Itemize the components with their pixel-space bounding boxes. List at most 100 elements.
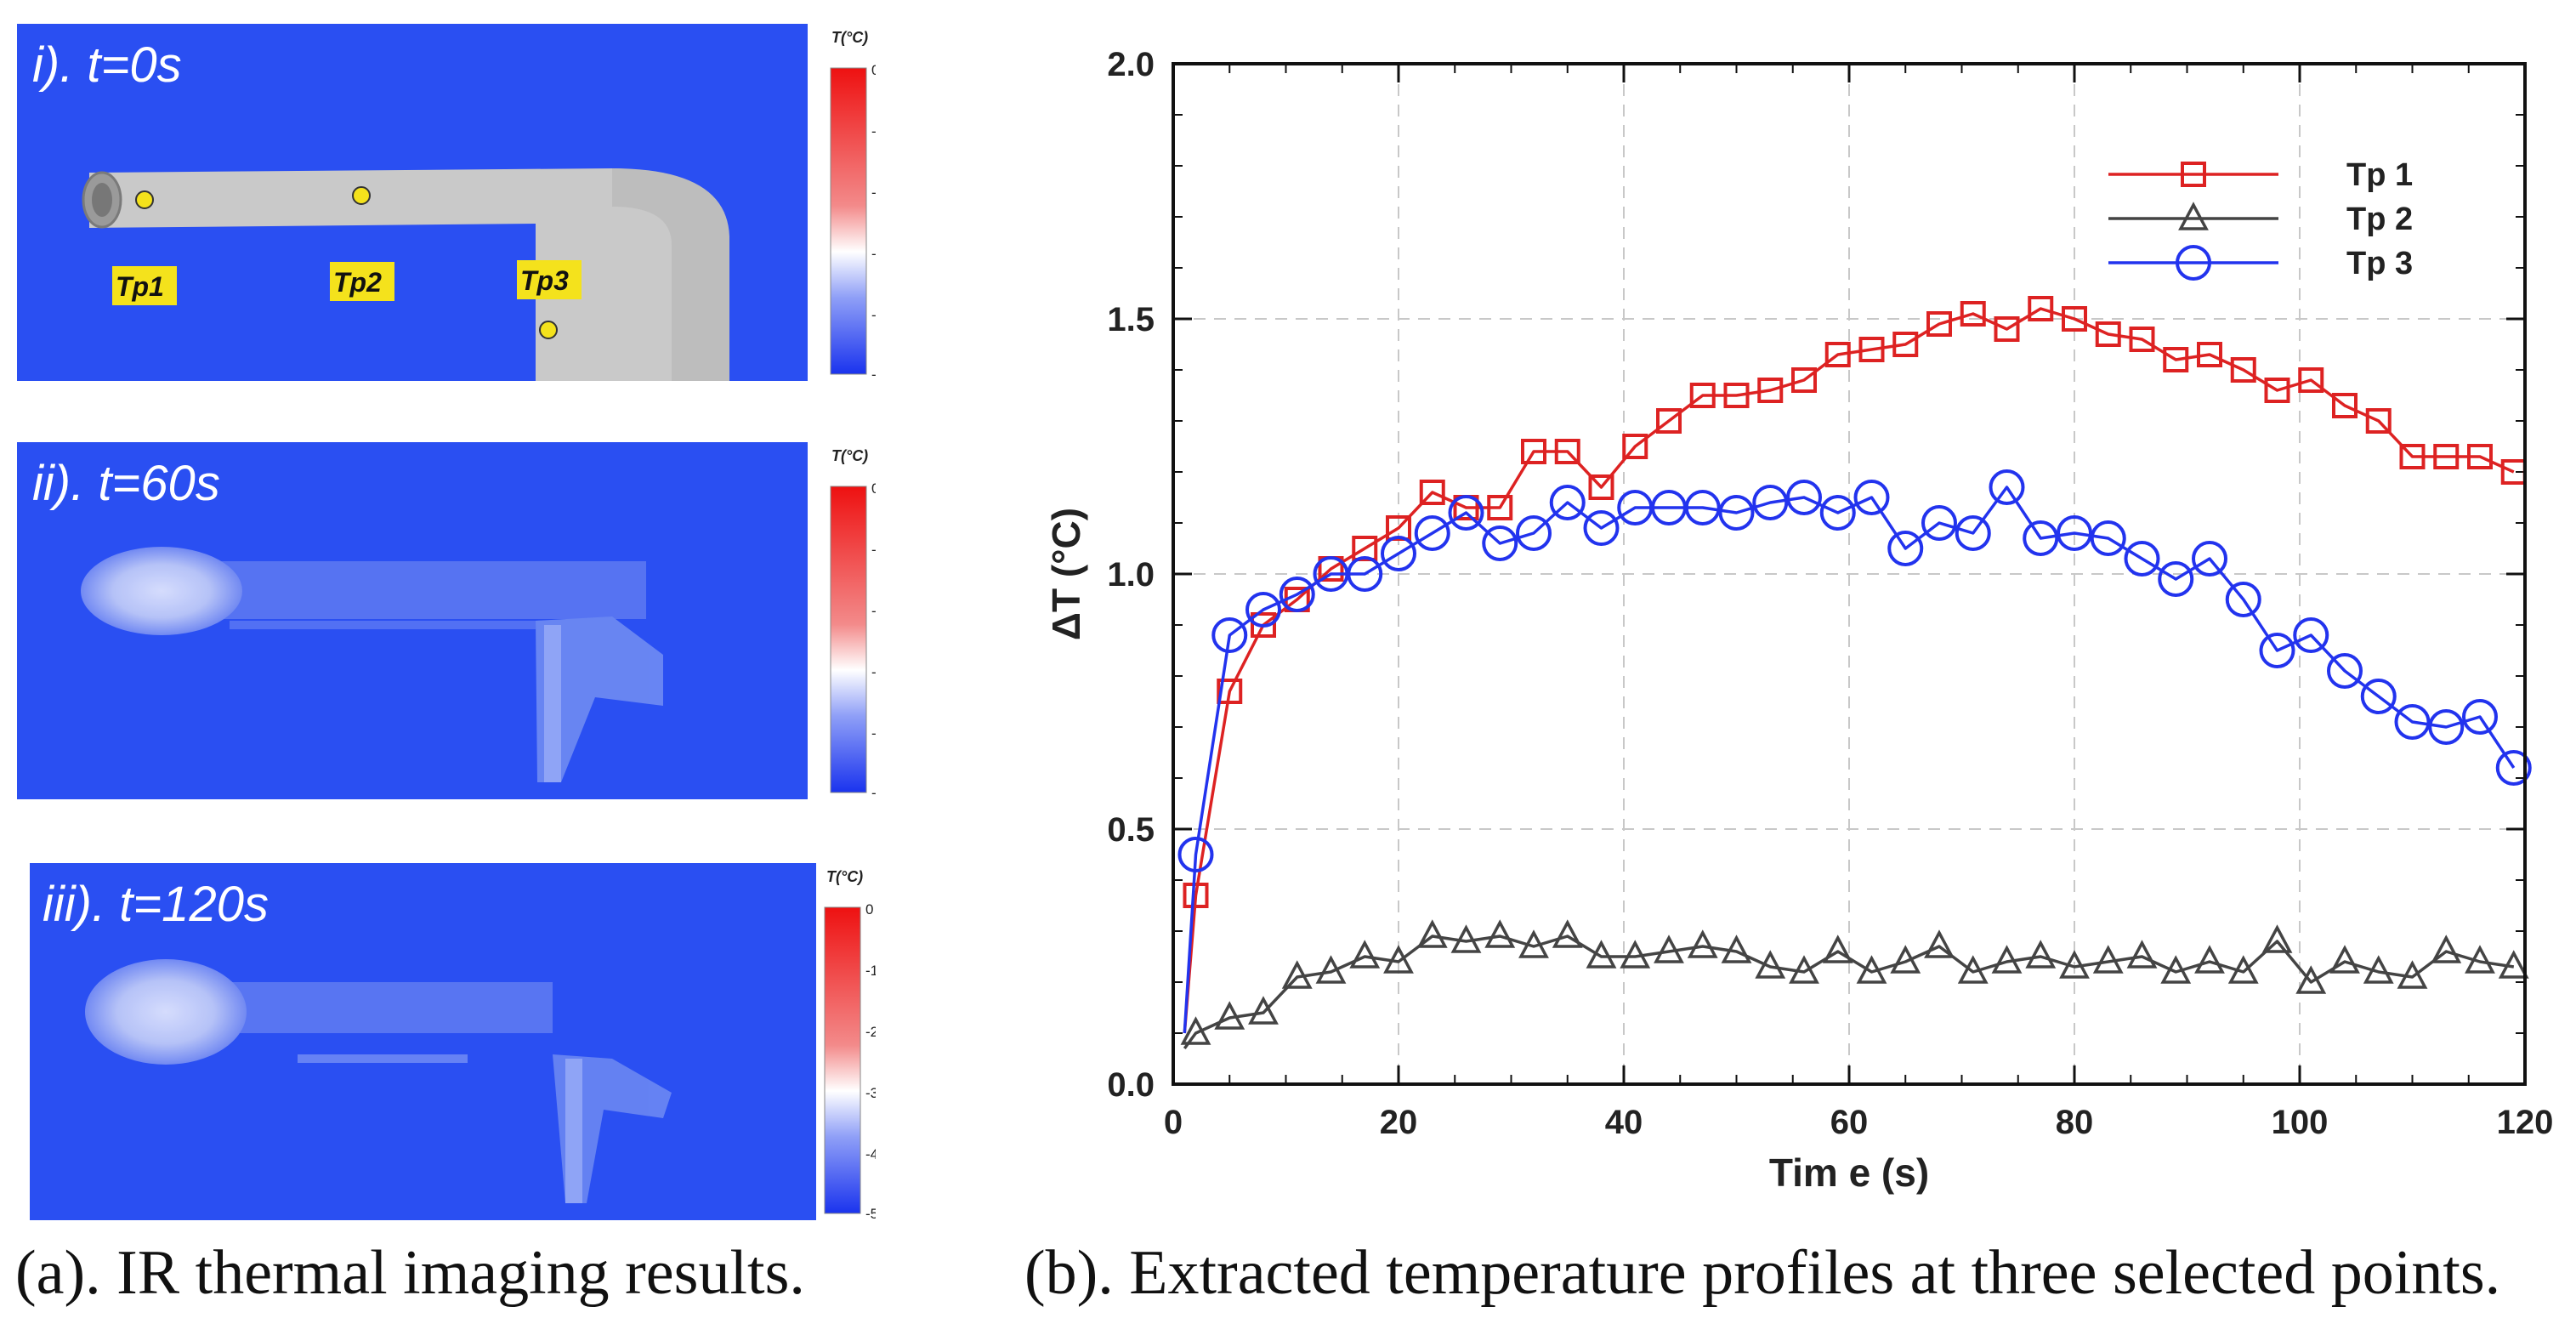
tp2-label: Tp2 — [333, 267, 382, 298]
data-point — [1180, 1016, 1211, 1045]
data-point — [1211, 617, 1248, 653]
legend-marker — [2176, 245, 2211, 281]
legend-marker — [2178, 202, 2209, 230]
data-point — [2197, 342, 2222, 367]
y-axis-label: ΔT (°C) — [1044, 508, 1088, 640]
data-point — [2264, 378, 2290, 403]
data-point — [1791, 367, 1817, 393]
data-point — [1991, 945, 2023, 974]
point-tp1-marker — [135, 190, 154, 209]
y-tick-label: 0.5 — [1107, 811, 1155, 849]
data-point — [2095, 321, 2121, 347]
data-point — [1989, 469, 2025, 505]
ir-image-1: Tp1 Tp2 Tp3 i). t=0s T(°C) 0 -1 -2 -3 -4… — [17, 24, 876, 381]
data-point — [1487, 495, 1513, 520]
data-point — [1554, 439, 1580, 464]
data-point — [2363, 955, 2394, 984]
data-point — [2295, 965, 2327, 994]
thermal-signature — [85, 959, 672, 1203]
temperature-profile-chart: 0 20 40 60 80 100 120 0.0 0.5 1.0 1.5 2.0 Tim e (s)… — [1044, 46, 2554, 1195]
y-tick-label: 0.0 — [1107, 1066, 1155, 1104]
data-point — [1586, 940, 1617, 969]
x-tick-label: 40 — [1605, 1104, 1643, 1141]
thermal-signature — [81, 547, 663, 782]
data-point — [1858, 337, 1885, 362]
data-point — [1687, 929, 1718, 958]
data-point — [1383, 945, 1414, 974]
ir-panel-1: Tp1 Tp2 Tp3 i). t=0s T(°C) 0 -1 -2 -3 -4… — [17, 24, 876, 381]
data-point — [2433, 444, 2460, 469]
caption-a: (a). IR thermal imaging results. — [15, 1238, 805, 1308]
data-point — [1448, 495, 1484, 531]
colorbar-2: T(°C) 0 -1 -2 -3 -4 -5 — [830, 447, 876, 799]
data-point — [1924, 929, 1955, 958]
data-point — [2023, 520, 2059, 556]
tp3-tag — [517, 260, 582, 299]
data-point — [2495, 750, 2532, 786]
data-point — [2057, 515, 2092, 551]
tp3-label: Tp3 — [520, 265, 569, 296]
x-axis-label: Tim e (s) — [1769, 1150, 1929, 1195]
data-point — [2028, 296, 2054, 321]
data-point — [1588, 474, 1614, 500]
data-point — [1279, 577, 1315, 612]
data-point — [2327, 653, 2363, 689]
data-point — [1549, 485, 1586, 520]
ir-image-3: iii). t=120s T(°C) 0 -1 -2 -3 -4 -5 — [30, 863, 876, 1220]
data-point — [1960, 301, 1986, 327]
legend-label: Tp 1 — [2346, 157, 2413, 193]
point-tp2-marker — [352, 186, 371, 205]
data-point — [1926, 311, 1952, 337]
x-tick-label: 120 — [2497, 1104, 2554, 1141]
colorbar-tick: -1 — [871, 542, 876, 558]
data-point — [1786, 480, 1822, 515]
pipe-geometry — [82, 168, 729, 381]
colorbar-tick: -3 — [871, 246, 876, 262]
data-point — [1654, 935, 1684, 963]
colorbar-3: T(°C) 0 -1 -2 -3 -4 -5 — [824, 868, 876, 1220]
data-point — [2225, 582, 2261, 617]
data-point — [1281, 960, 1313, 989]
point-tp3-marker — [539, 321, 558, 339]
colorbar-tick: -4 — [871, 725, 876, 741]
data-point — [1484, 919, 1516, 948]
data-point — [1757, 378, 1784, 403]
data-point — [1183, 883, 1209, 908]
ir-panel-3: iii). t=120s T(°C) 0 -1 -2 -3 -4 -5 — [17, 863, 876, 1220]
data-point — [1957, 955, 1989, 984]
x-tick-label: 100 — [2272, 1104, 2329, 1141]
data-point — [2090, 520, 2126, 556]
legend-label: Tp 2 — [2346, 202, 2413, 237]
data-point — [2062, 306, 2087, 332]
data-point — [1789, 955, 1819, 984]
data-point — [2124, 541, 2160, 577]
data-point — [2431, 935, 2462, 963]
data-point — [2293, 617, 2329, 653]
data-point — [1414, 515, 1450, 551]
data-point — [1251, 612, 1276, 638]
data-point — [2025, 940, 2057, 969]
legend-marker — [2181, 162, 2206, 187]
data-point — [2160, 955, 2192, 984]
colorbar-tick: -2 — [865, 1024, 876, 1040]
colorbar-title: T(°C) — [831, 447, 868, 464]
colorbar-tick: 0 — [871, 62, 876, 78]
ir-panel-3-label: iii). t=120s — [43, 877, 269, 932]
data-point — [1583, 510, 1620, 546]
series-group — [1177, 296, 2532, 1050]
data-point — [1381, 536, 1416, 571]
data-point — [2397, 960, 2428, 989]
data-point — [1416, 919, 1448, 948]
data-point — [2163, 347, 2189, 372]
data-point — [1721, 935, 1752, 963]
data-point — [2428, 709, 2465, 745]
colorbar-tick: -5 — [871, 785, 876, 799]
series-tp1 — [1183, 296, 2527, 1034]
data-point — [1656, 408, 1682, 434]
data-point — [2192, 541, 2227, 577]
x-tick-label: 80 — [2056, 1104, 2094, 1141]
colorbar-tick: 0 — [865, 901, 873, 917]
data-point — [1723, 383, 1750, 408]
data-point — [2230, 357, 2256, 383]
plot-frame — [1172, 62, 2527, 1086]
